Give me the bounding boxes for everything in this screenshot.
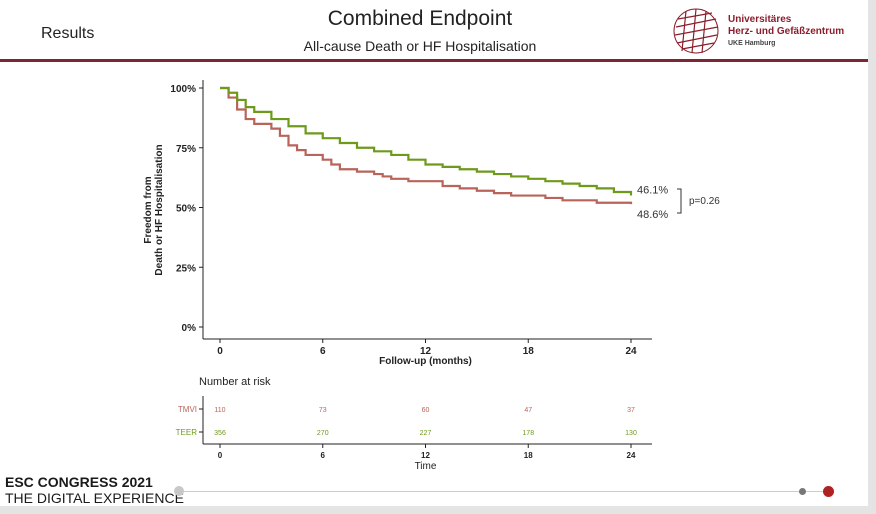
risk-cell: 73 [319, 407, 327, 414]
slide-indicator-dot[interactable] [799, 488, 806, 495]
end-label-lower: 48.6% [637, 209, 668, 221]
km-chart: 0% 25% 50% 75% 100% 0 6 12 18 24 Follow-up (months… [143, 80, 720, 470]
uke-logo-icon [673, 8, 719, 54]
risk-row-label: TEER [176, 428, 198, 437]
series-line-teer [220, 86, 633, 196]
y-tick-label: 75% [176, 144, 196, 155]
x-tick-label: 6 [320, 346, 326, 357]
risk-cell: 356 [214, 430, 226, 437]
risk-cell: 178 [522, 430, 534, 437]
y-tick-label: 100% [170, 84, 196, 95]
series-line-tmvi [220, 86, 633, 205]
x-tick-label: 18 [523, 346, 535, 357]
congress-name: ESC CONGRESS 2021 [5, 474, 153, 490]
y-axis-label-line: Freedom from [143, 176, 154, 243]
institution-name: Universitäres Herz- und Gefäßzentrum UKE… [728, 14, 844, 50]
pvalue-bracket [677, 188, 682, 214]
risk-cell: 37 [627, 407, 635, 414]
risk-x-tick-label: 24 [627, 451, 636, 460]
risk-x-tick-label: 0 [218, 451, 223, 460]
institution-line-2: Herz- und Gefäßzentrum [728, 26, 845, 37]
risk-cell: 47 [524, 407, 532, 414]
slide: Results Combined Endpoint All-cause Deat… [0, 0, 868, 506]
y-axis-label: Freedom fromDeath or HF Hospitalisation [143, 144, 165, 275]
record-indicator-dot[interactable] [823, 486, 834, 497]
slide-subtitle: All-cause Death or HF Hospitalisation [303, 38, 537, 54]
risk-x-tick-label: 18 [524, 451, 533, 460]
video-progress-track[interactable] [176, 491, 826, 492]
risk-x-tick-label: 6 [321, 451, 326, 460]
institution-line-1: Universitäres [728, 14, 792, 25]
slide-title: Combined Endpoint [327, 7, 513, 30]
risk-cell: 110 [214, 407, 225, 414]
y-axis-label-line: Death or HF Hospitalisation [154, 144, 165, 275]
risk-row-label: TMVI [178, 405, 197, 414]
congress-logo: ESC CONGRESS 2021 THE DIGITAL EXPERIENCE [5, 474, 184, 506]
x-tick-label: 0 [217, 346, 223, 357]
y-tick-label: 0% [182, 323, 197, 334]
end-label-upper: 46.1% [637, 185, 668, 197]
institution-line-3: UKE Hamburg [728, 40, 776, 47]
risk-cell: 227 [420, 430, 432, 437]
risk-cell: 130 [625, 430, 637, 437]
congress-tagline: THE DIGITAL EXPERIENCE [5, 490, 184, 506]
section-title: Results [41, 25, 95, 42]
risk-x-axis-label: Time [415, 461, 437, 470]
risk-cell: 270 [317, 430, 329, 437]
x-tick-label: 24 [625, 346, 637, 357]
y-tick-label: 50% [176, 204, 196, 215]
video-progress-knob[interactable] [174, 486, 184, 496]
y-tick-label: 25% [176, 263, 196, 274]
pvalue-label: p=0.26 [689, 196, 720, 207]
risk-cell: 60 [422, 407, 430, 414]
header-divider [0, 59, 868, 62]
risk-table-title: Number at risk [199, 376, 271, 388]
risk-x-tick-label: 12 [421, 451, 430, 460]
x-tick-label: 12 [420, 346, 432, 357]
km-plot: 0% 25% 50% 75% 100% 0 6 12 18 24 Follow-up (months… [143, 80, 720, 367]
x-axis-label: Follow-up (months) [379, 356, 472, 367]
